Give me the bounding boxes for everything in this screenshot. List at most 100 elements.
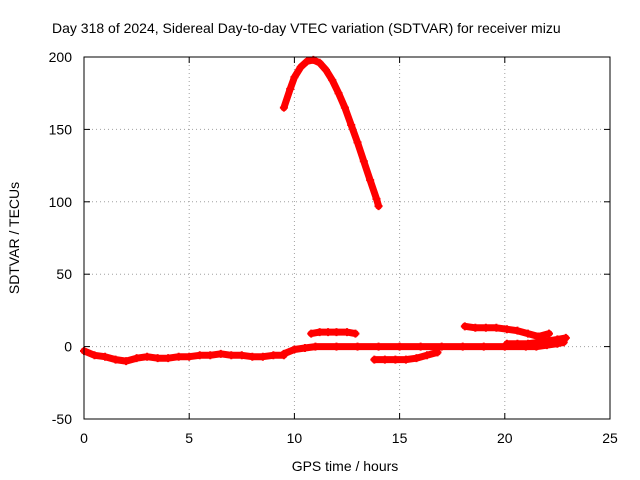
x-tick-label: 0 (80, 430, 88, 446)
data-point (315, 58, 324, 67)
data-point (353, 138, 362, 147)
series-arc-7 (502, 333, 570, 348)
data-point (101, 352, 110, 361)
data-point (561, 333, 570, 342)
x-tick-label: 25 (602, 430, 618, 446)
data-point (502, 325, 511, 334)
data-point (315, 328, 324, 337)
data-point (307, 329, 316, 338)
series-arc-3 (279, 338, 568, 358)
data-point (433, 348, 442, 357)
data-point (206, 351, 215, 360)
data-point (343, 328, 351, 337)
data-point (122, 357, 131, 366)
data-point (380, 355, 389, 364)
data-point (324, 328, 333, 337)
data-point (321, 66, 330, 75)
data-point (111, 355, 120, 364)
plot-frame (83, 56, 611, 420)
data-point (437, 342, 446, 351)
data-point (502, 339, 511, 348)
x-tick-label: 15 (392, 430, 408, 446)
data-point (370, 355, 379, 364)
data-point (347, 121, 356, 130)
data-point (279, 349, 288, 358)
y-tick-label: -50 (52, 411, 72, 427)
x-axis-label: GPS time / hours (292, 458, 399, 474)
data-point (286, 84, 295, 93)
data-point (248, 352, 257, 361)
data-point (416, 342, 425, 351)
data-point (279, 103, 288, 112)
x-tick-label: 5 (185, 430, 193, 446)
data-point (374, 342, 383, 351)
data-point (300, 344, 309, 353)
data-point (143, 352, 152, 361)
data-point (395, 342, 404, 351)
data-point (492, 323, 501, 332)
series-arc-4 (307, 328, 360, 338)
series-arc-2 (279, 55, 383, 211)
y-tick-label: 100 (49, 194, 73, 210)
data-point (513, 326, 522, 335)
y-axis-ticks: -50 0 50 100 150 200 (49, 49, 610, 427)
grid (84, 57, 610, 419)
chart-title: Day 318 of 2024, Sidereal Day-to-day VTE… (52, 20, 561, 36)
data-point (359, 157, 368, 166)
data-point (374, 202, 383, 211)
data-point (479, 342, 488, 351)
data-point (544, 336, 553, 345)
data-point (311, 342, 320, 351)
data-point (353, 342, 362, 351)
data-point (481, 323, 490, 332)
data-point (216, 349, 225, 358)
y-tick-label: 150 (49, 121, 73, 137)
data-point (513, 339, 522, 348)
data-point (303, 57, 312, 66)
data-point (185, 352, 194, 361)
data-point (258, 352, 267, 361)
series-arc-1 (80, 346, 288, 366)
data-point (422, 351, 431, 360)
data-point (372, 194, 381, 203)
data-point (553, 335, 562, 344)
data-point (458, 342, 467, 351)
series-arc-6 (460, 322, 553, 341)
data-point (332, 342, 341, 351)
data-point (164, 354, 173, 363)
y-tick-label: 200 (49, 49, 73, 65)
data-point (132, 354, 141, 363)
data-point (195, 351, 204, 360)
data-point (544, 329, 553, 338)
data-point (237, 351, 246, 360)
x-tick-label: 20 (497, 430, 513, 446)
data-point (153, 354, 162, 363)
data-point (90, 351, 99, 360)
x-tick-label: 10 (287, 430, 303, 446)
data-point (401, 355, 410, 364)
data-point (523, 329, 532, 338)
data-point (391, 355, 400, 364)
series-trace (280, 56, 383, 210)
data-series (80, 55, 570, 366)
data-point (351, 329, 360, 338)
data-point (340, 103, 349, 112)
data-point (174, 352, 183, 361)
data-point (328, 76, 337, 85)
data-point (523, 339, 532, 348)
data-point (227, 351, 236, 360)
y-tick-label: 0 (64, 339, 72, 355)
data-point (332, 328, 341, 337)
data-point (296, 63, 305, 72)
data-point (471, 323, 480, 332)
data-point (366, 176, 375, 185)
series-arc-5 (370, 348, 442, 364)
data-point (412, 354, 421, 363)
data-point (290, 73, 299, 82)
x-axis-ticks: 0 5 10 15 20 25 (80, 57, 618, 446)
data-point (534, 338, 543, 347)
data-point (334, 89, 343, 98)
y-axis-label: SDTVAR / TECUs (6, 182, 22, 294)
data-point (290, 345, 299, 354)
